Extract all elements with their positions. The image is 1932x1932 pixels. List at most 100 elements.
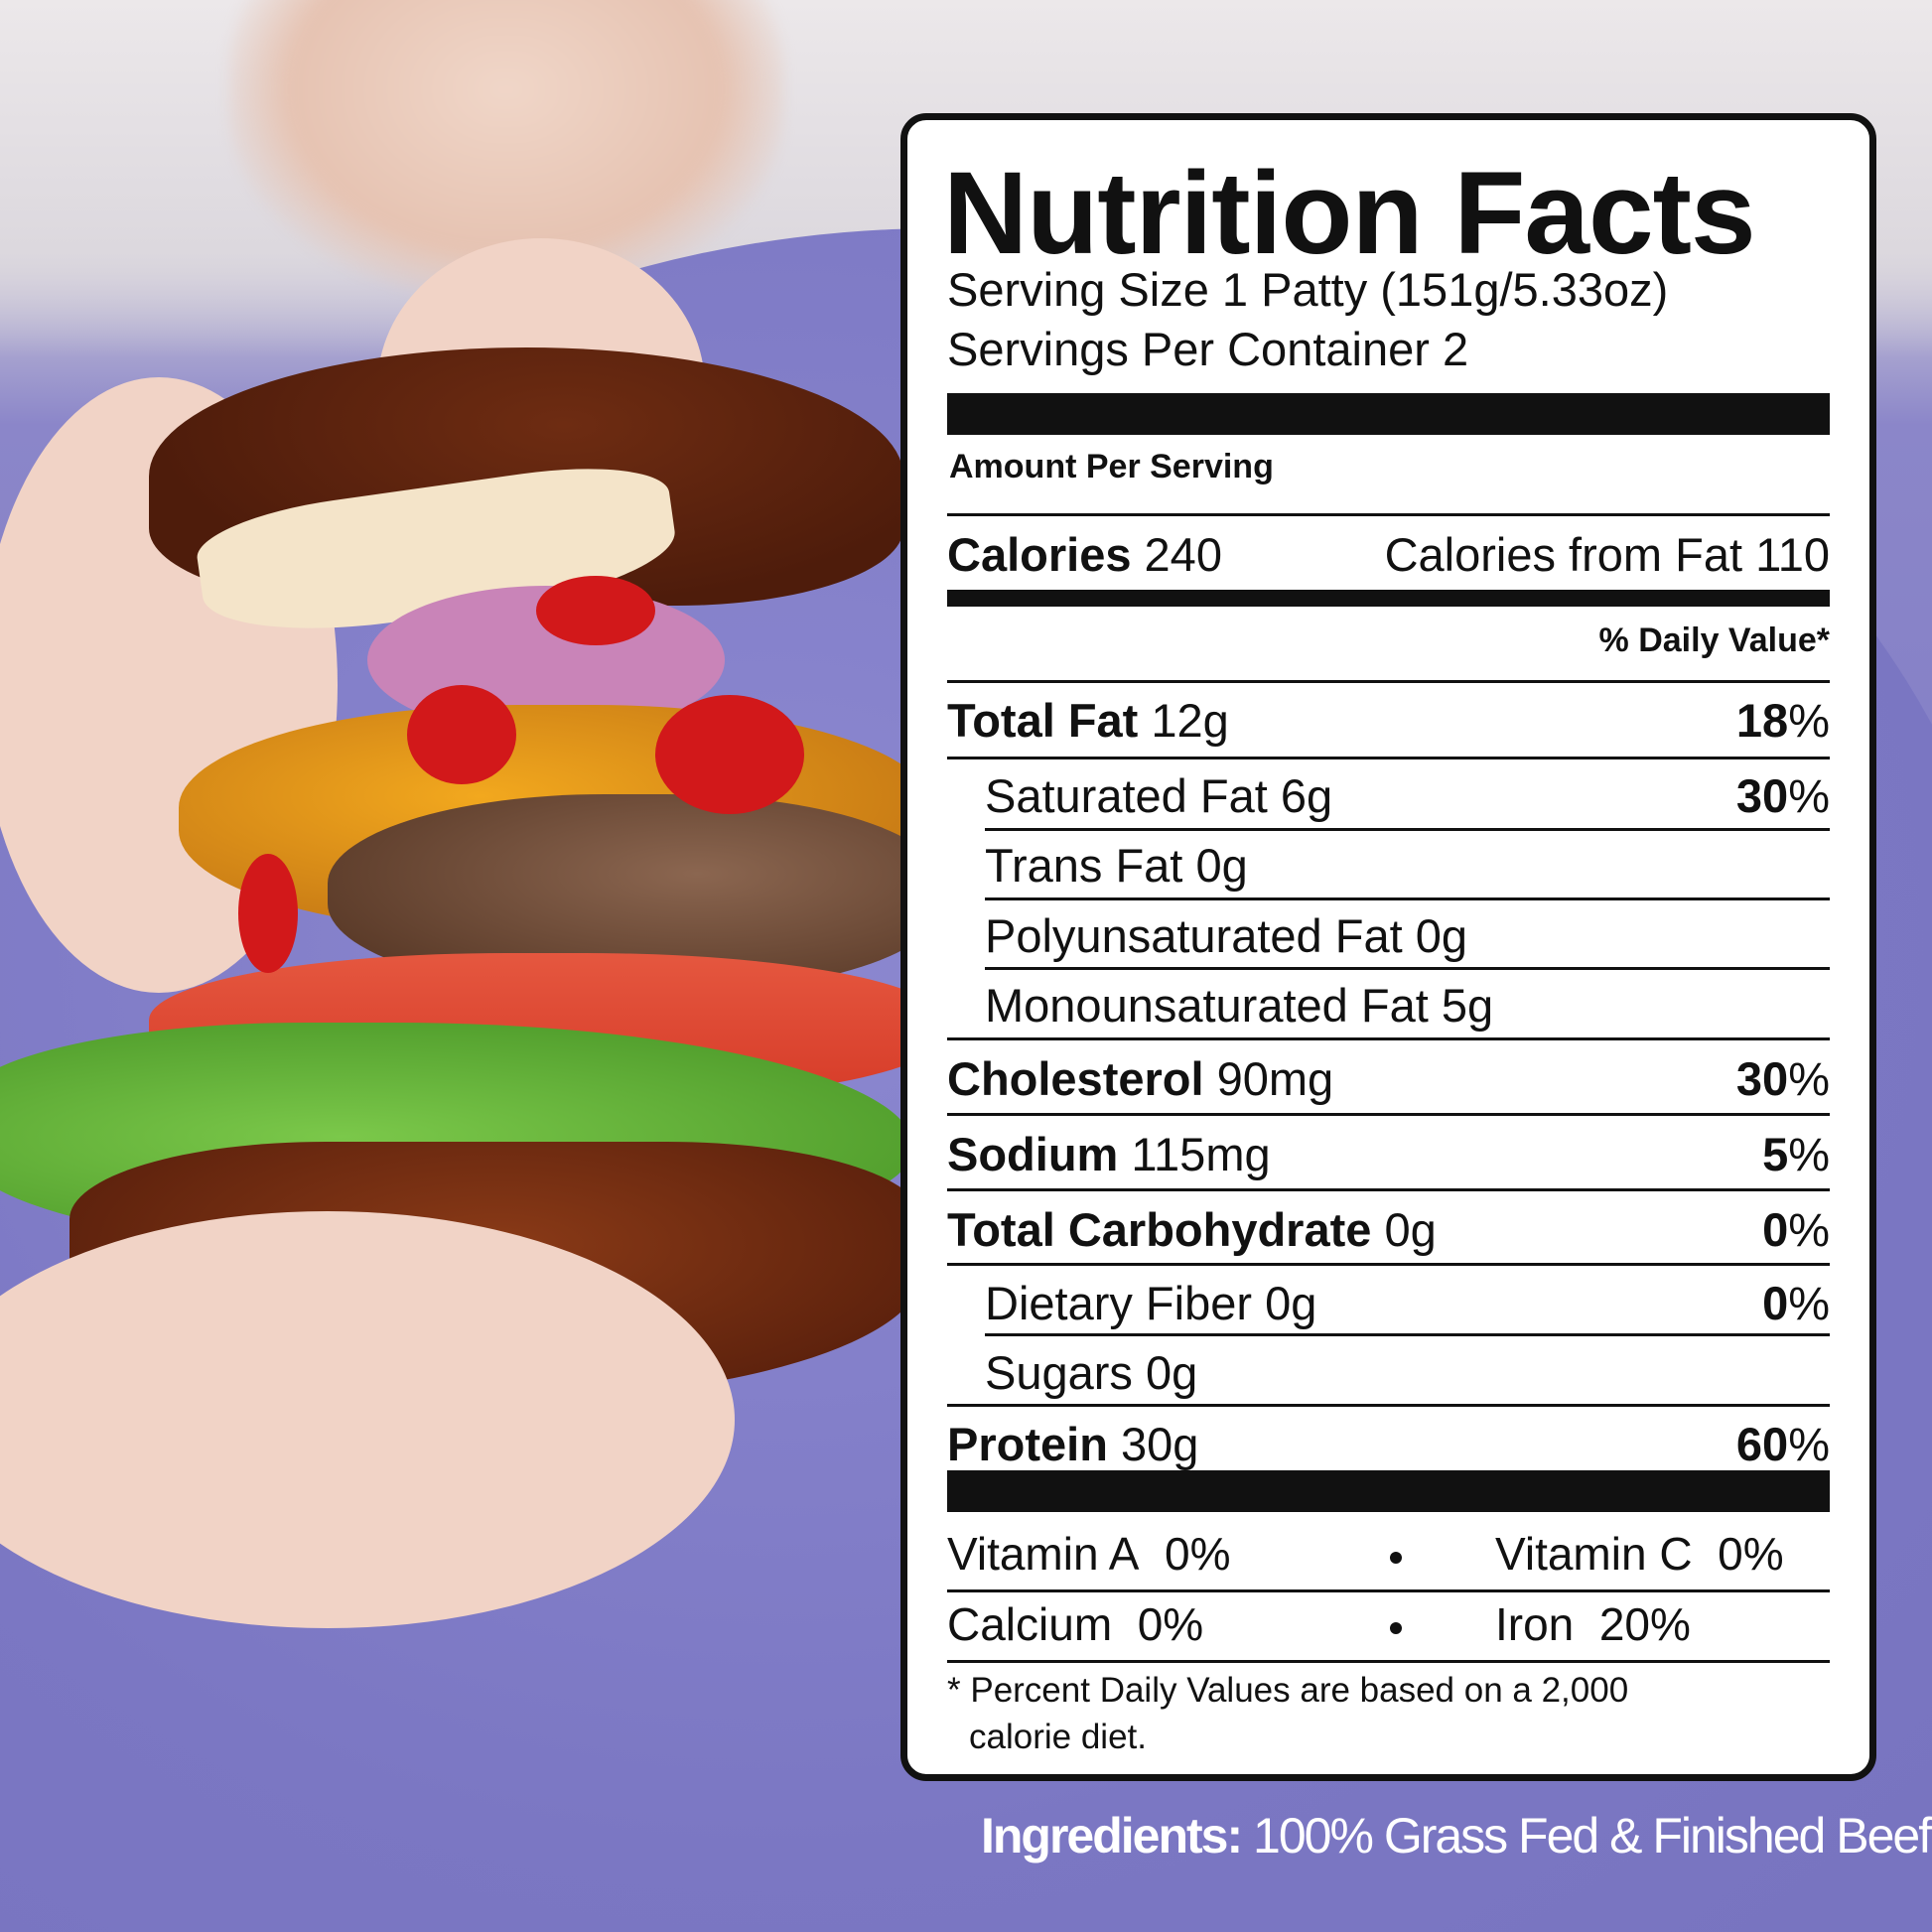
percent-sign: % [1788,1127,1830,1180]
divider [947,1188,1830,1191]
ingredients-label: Ingredients: [981,1808,1243,1863]
ingredients-caption: Ingredients: 100% Grass Fed & Finished B… [981,1807,1932,1864]
iron: Iron 20% [1495,1597,1691,1651]
divider [947,513,1830,516]
footnote: * Percent Daily Values are based on a 2,… [947,1667,1790,1760]
divider [947,680,1830,683]
divider [947,1113,1830,1116]
vitamin-value: 20% [1598,1598,1691,1650]
nutrient-amount: 30g [1120,1417,1199,1470]
divider [985,967,1830,970]
nutrient-amount: 0g [1384,1202,1437,1256]
daily-value: 60% [1736,1417,1830,1471]
calories-text: Calories 240 [947,527,1222,582]
vitamin-c: Vitamin C 0% [1495,1527,1784,1581]
ingredients-text: 100% Grass Fed & Finished Beef [1253,1808,1932,1863]
nutrient-name: Monounsaturated Fat [985,978,1429,1032]
vitamin-name: Calcium [947,1598,1113,1650]
nutrient-name: Total Carbohydrate [947,1202,1372,1256]
nutrient-amount: 0g [1415,908,1467,962]
nutrient-amount: 0g [1145,1345,1198,1399]
serving-size: Serving Size 1 Patty (151g/5.33oz) [947,263,1669,316]
nutrient-text: Monounsaturated Fat 5g [985,978,1493,1033]
nutrient-row-sugars: Sugars 0g [985,1337,1830,1407]
nutrient-amount: 6g [1280,768,1333,822]
vitamin-name: Iron [1495,1598,1575,1650]
nutrient-text: Sugars 0g [985,1345,1197,1400]
divider [947,1589,1830,1592]
nutrient-amount: 12g [1151,693,1229,747]
bullet-separator [1390,1622,1402,1634]
daily-value: 30% [1736,768,1830,823]
nutrient-row-protein: Protein 30g 60% [947,1409,1830,1478]
nutrient-name: Saturated Fat [985,768,1268,822]
nutrient-row-monounsaturated-fat: Monounsaturated Fat 5g [985,970,1830,1039]
percent-sign: % [1788,768,1830,822]
nutrient-name: Total Fat [947,693,1139,747]
nutrient-row-dietary-fiber: Dietary Fiber 0g 0% [985,1268,1830,1337]
divider [985,1333,1830,1336]
nutrient-row-saturated-fat: Saturated Fat 6g 30% [985,760,1830,830]
ketchup-drip [407,685,516,784]
nutrient-amount: 90mg [1216,1051,1334,1105]
footnote-line-1: * Percent Daily Values are based on a 2,… [947,1671,1629,1710]
percent-sign: % [1788,1417,1830,1470]
divider [947,757,1830,759]
servings-per-container: Servings Per Container 2 [947,323,1469,375]
daily-value-number: 5 [1762,1127,1789,1180]
daily-value: 18% [1736,693,1830,748]
nutrient-text: Total Carbohydrate 0g [947,1202,1437,1257]
divider [985,897,1830,900]
daily-value-number: 60 [1735,1417,1789,1470]
bullet-separator [1390,1552,1402,1564]
nutrient-name: Polyunsaturated Fat [985,908,1403,962]
nutrient-name: Sodium [947,1127,1119,1180]
nutrient-text: Protein 30g [947,1417,1198,1471]
thick-divider [947,1470,1830,1512]
percent-sign: % [1788,1202,1830,1256]
nutrient-name: Trans Fat [985,838,1183,892]
thick-divider [947,393,1830,435]
nutrient-name: Dietary Fiber [985,1276,1253,1329]
daily-value-header: % Daily Value* [1598,621,1830,659]
medium-divider [947,590,1830,607]
daily-value-number: 0 [1762,1202,1789,1256]
nutrient-amount: 0g [1265,1276,1317,1329]
nutrient-name: Protein [947,1417,1108,1470]
nutrient-row-polyunsaturated-fat: Polyunsaturated Fat 0g [985,900,1830,970]
percent-sign: % [1788,1051,1830,1105]
nutrition-facts-label: Nutrition Facts Serving Size 1 Patty (15… [900,113,1876,1781]
nutrient-amount: 5g [1441,978,1494,1032]
calories-from-fat: Calories from Fat 110 [1384,527,1830,581]
ketchup-drip [238,854,298,973]
vitamin-value: 0% [1718,1528,1784,1580]
vitamin-name: Vitamin A [947,1528,1140,1580]
divider [985,828,1830,831]
daily-value: 5% [1762,1127,1830,1181]
nutrient-row-total-fat: Total Fat 12g 18% [947,685,1830,755]
daily-value: 0% [1762,1202,1830,1257]
hand-palm [0,1211,735,1628]
nutrient-text: Saturated Fat 6g [985,768,1332,823]
percent-sign: % [1788,1276,1830,1329]
calcium: Calcium 0% [947,1597,1203,1651]
divider [947,1404,1830,1407]
vitamin-name: Vitamin C [1495,1528,1693,1580]
amount-per-serving: Amount Per Serving [949,448,1274,485]
footnote-line-2: calorie diet. [969,1718,1147,1756]
ketchup-drip [536,576,655,645]
daily-value-number: 30 [1735,768,1789,822]
nutrient-text: Total Fat 12g [947,693,1229,748]
nutrient-row-trans-fat: Trans Fat 0g [985,830,1830,899]
nutrient-amount: 0g [1195,838,1248,892]
divider [947,1037,1830,1040]
nutrient-row-sodium: Sodium 115mg 5% [947,1119,1830,1188]
daily-value-number: 30 [1735,1051,1789,1105]
nutrient-amount: 115mg [1131,1127,1271,1180]
label-title: Nutrition Facts [943,148,1756,279]
nutrient-text: Dietary Fiber 0g [985,1276,1316,1330]
nutrient-text: Cholesterol 90mg [947,1051,1333,1106]
percent-sign: % [1788,693,1830,747]
vitamin-value: 0% [1165,1528,1231,1580]
nutrient-text: Trans Fat 0g [985,838,1248,893]
